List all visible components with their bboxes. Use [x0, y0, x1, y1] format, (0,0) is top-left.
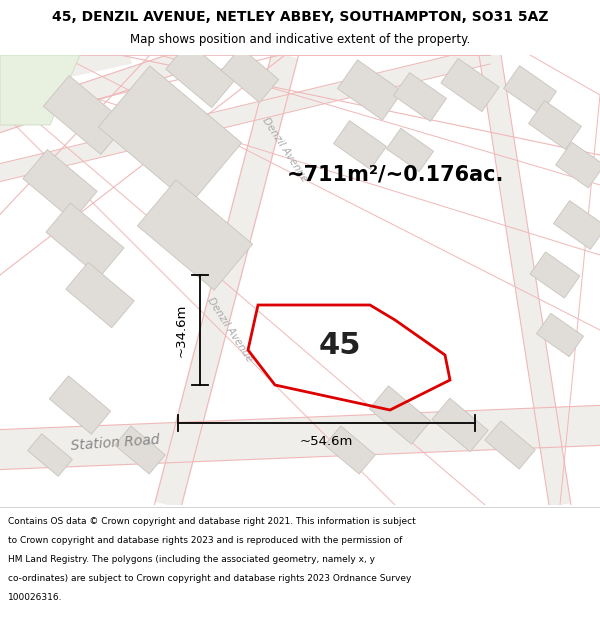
Polygon shape	[28, 434, 73, 476]
Polygon shape	[536, 313, 584, 357]
Text: Denzil Avenue: Denzil Avenue	[260, 116, 310, 184]
Polygon shape	[369, 386, 431, 444]
Text: ~54.6m: ~54.6m	[300, 435, 353, 448]
Polygon shape	[98, 66, 242, 204]
Polygon shape	[49, 376, 111, 434]
Text: HM Land Registry. The polygons (including the associated geometry, namely x, y: HM Land Registry. The polygons (includin…	[8, 555, 375, 564]
Polygon shape	[221, 48, 279, 102]
Polygon shape	[334, 121, 386, 169]
Text: 45: 45	[319, 331, 361, 359]
Text: to Crown copyright and database rights 2023 and is reproduced with the permissio: to Crown copyright and database rights 2…	[8, 536, 403, 545]
Polygon shape	[432, 398, 488, 452]
Polygon shape	[529, 101, 581, 149]
Polygon shape	[115, 426, 165, 474]
Text: ~711m²/~0.176ac.: ~711m²/~0.176ac.	[286, 165, 503, 185]
Polygon shape	[0, 46, 492, 184]
Polygon shape	[166, 42, 234, 107]
Polygon shape	[337, 60, 403, 120]
Polygon shape	[441, 58, 499, 112]
Polygon shape	[485, 421, 535, 469]
Polygon shape	[394, 72, 446, 121]
Text: co-ordinates) are subject to Crown copyright and database rights 2023 Ordnance S: co-ordinates) are subject to Crown copyr…	[8, 574, 412, 583]
Text: Contains OS data © Crown copyright and database right 2021. This information is : Contains OS data © Crown copyright and d…	[8, 517, 416, 526]
Polygon shape	[530, 252, 580, 298]
Text: Denzil Avenue: Denzil Avenue	[205, 296, 254, 364]
Polygon shape	[0, 44, 203, 136]
Polygon shape	[66, 262, 134, 328]
Polygon shape	[0, 405, 600, 470]
Polygon shape	[479, 53, 571, 507]
Polygon shape	[154, 51, 299, 509]
Text: Station Road: Station Road	[70, 433, 160, 453]
Polygon shape	[43, 76, 127, 154]
Polygon shape	[23, 149, 97, 221]
Polygon shape	[46, 203, 124, 277]
Text: 100026316.: 100026316.	[8, 593, 62, 602]
Text: Map shows position and indicative extent of the property.: Map shows position and indicative extent…	[130, 32, 470, 46]
Polygon shape	[0, 46, 132, 94]
Polygon shape	[325, 426, 375, 474]
Polygon shape	[556, 142, 600, 188]
Polygon shape	[503, 66, 556, 114]
Polygon shape	[0, 55, 80, 125]
Polygon shape	[137, 180, 253, 290]
Polygon shape	[386, 128, 434, 172]
Text: ~34.6m: ~34.6m	[175, 303, 188, 357]
Text: 45, DENZIL AVENUE, NETLEY ABBEY, SOUTHAMPTON, SO31 5AZ: 45, DENZIL AVENUE, NETLEY ABBEY, SOUTHAM…	[52, 10, 548, 24]
Polygon shape	[554, 201, 600, 249]
